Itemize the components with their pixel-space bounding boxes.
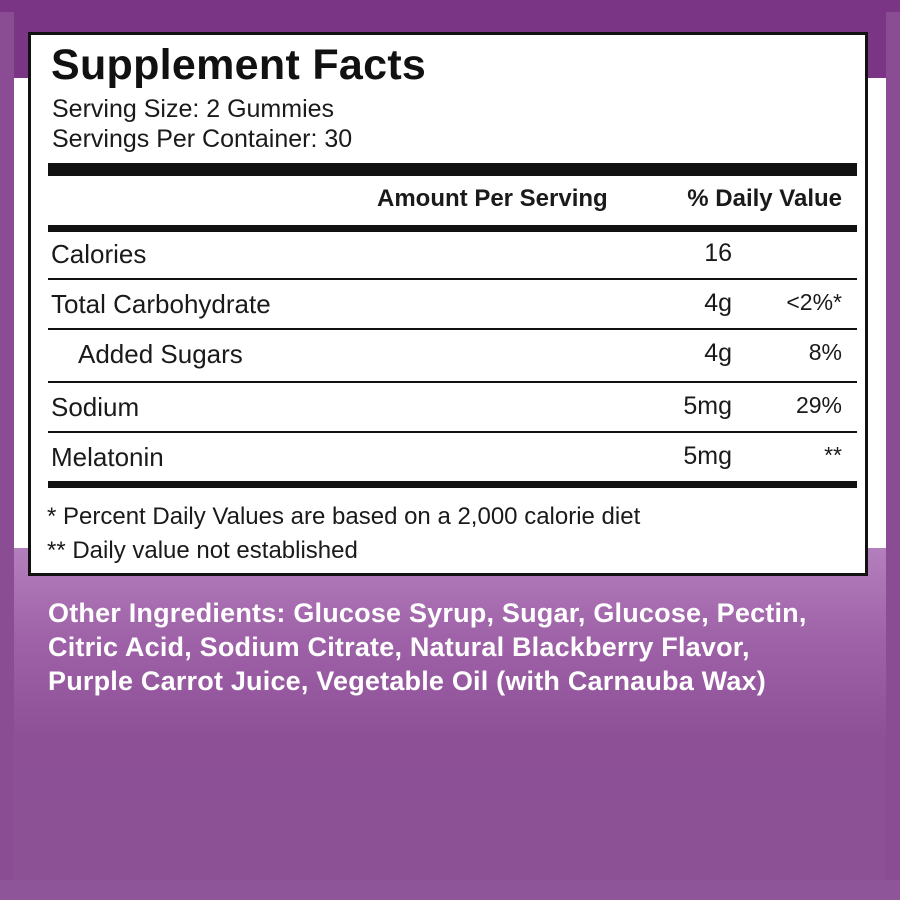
row-name: Total Carbohydrate — [51, 289, 271, 319]
divider-thick-top — [48, 163, 857, 176]
divider-row — [48, 328, 857, 330]
divider-row — [48, 381, 857, 383]
row-daily-value: ** — [824, 442, 842, 468]
facts-row-melatonin: Melatonin 5mg ** — [31, 442, 865, 482]
row-daily-value: 8% — [808, 339, 842, 365]
divider-row — [48, 431, 857, 433]
row-amount: 5mg — [683, 442, 732, 470]
row-name: Added Sugars — [78, 339, 243, 369]
row-name: Calories — [51, 239, 147, 269]
servings-per-container: Servings Per Container: 30 — [52, 125, 353, 153]
header-daily-value: % Daily Value — [687, 185, 842, 212]
other-ingredients: Other Ingredients: Glucose Syrup, Sugar,… — [48, 598, 807, 696]
row-name: Sodium — [51, 392, 140, 422]
divider-row — [48, 278, 857, 280]
divider-bottom — [48, 481, 857, 488]
divider-header — [48, 225, 857, 232]
header-amount-per-serving: Amount Per Serving — [377, 185, 608, 212]
row-daily-value: 29% — [795, 392, 842, 418]
supplement-facts-panel: Supplement Facts Serving Size: 2 Gummies… — [28, 32, 868, 576]
serving-size: Serving Size: 2 Gummies — [52, 95, 335, 123]
footnote-daily-values: * Percent Daily Values are based on a 2,… — [47, 503, 641, 530]
facts-title: Supplement Facts — [51, 41, 427, 89]
facts-row-total-carbohydrate: Total Carbohydrate 4g <2%* — [31, 289, 865, 329]
facts-row-calories: Calories 16 — [31, 239, 865, 279]
background-left-edge — [0, 12, 14, 880]
background-bottom-edge — [0, 880, 900, 900]
row-daily-value: <2%* — [786, 289, 842, 315]
row-amount: 16 — [704, 239, 732, 267]
facts-row-added-sugars: Added Sugars 4g 8% — [31, 339, 865, 379]
row-name: Melatonin — [51, 442, 164, 472]
row-amount: 4g — [704, 339, 732, 367]
row-amount: 5mg — [683, 392, 732, 420]
row-amount: 4g — [704, 289, 732, 317]
background-lower-gradient — [0, 548, 900, 900]
facts-row-sodium: Sodium 5mg 29% — [31, 392, 865, 432]
footnote-not-established: ** Daily value not established — [47, 537, 358, 564]
background-right-edge — [886, 12, 900, 880]
